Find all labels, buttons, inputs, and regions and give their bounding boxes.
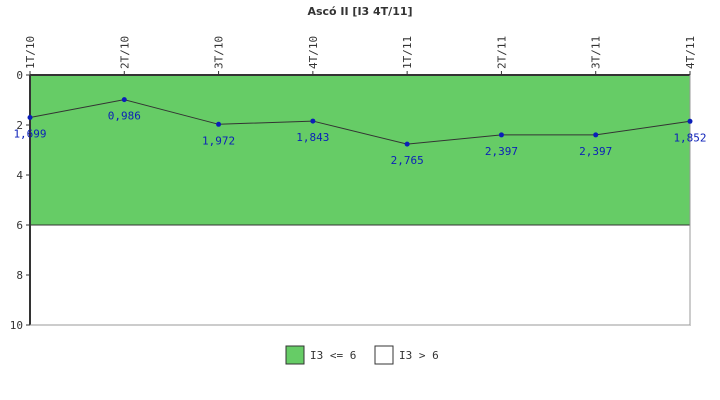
- data-label: 2,397: [485, 145, 518, 158]
- data-label: 1,972: [202, 134, 235, 147]
- data-label: 1,852: [673, 131, 706, 144]
- data-point: [404, 141, 410, 147]
- x-tick-labels: 1T/10 2T/10 3T/10 4T/10 1T/11 2T/11 3T/11 4T/11: [24, 36, 697, 75]
- x-tick-label: 4T/11: [684, 36, 697, 69]
- x-tick-label: 3T/10: [213, 36, 226, 69]
- data-label: 1,699: [13, 127, 46, 140]
- y-tick-label: 4: [16, 169, 23, 182]
- data-point: [27, 114, 33, 120]
- y-tick-label: 2: [16, 119, 23, 132]
- series-line: [27, 97, 693, 147]
- data-point: [498, 132, 504, 138]
- legend-item-0: I3 <= 6: [285, 345, 356, 365]
- x-tick-label: 1T/10: [24, 36, 37, 69]
- series-line-path: [29, 99, 691, 145]
- band-0: [29, 74, 691, 226]
- data-point: [121, 97, 127, 103]
- y-tick-label: 0: [16, 69, 23, 82]
- data-point: [310, 118, 316, 124]
- data-label: 0,986: [108, 110, 141, 123]
- band-1: [29, 224, 691, 326]
- y-tick-label: 10: [10, 319, 23, 332]
- data-point: [687, 118, 693, 124]
- x-tick-label: 2T/11: [495, 36, 508, 69]
- x-tick-label: 3T/11: [590, 36, 603, 69]
- chart-title: Ascó II [I3 4T/11]: [307, 5, 412, 18]
- legend-item-1: I3 > 6: [374, 345, 439, 365]
- y-tick-label: 8: [16, 269, 23, 282]
- data-point: [216, 121, 222, 127]
- x-tick-label: 1T/11: [401, 36, 414, 69]
- legend-swatch: [285, 345, 305, 365]
- legend: I3 <= 6 I3 > 6: [285, 345, 439, 365]
- legend-swatch: [374, 345, 394, 365]
- x-tick-label: 4T/10: [307, 36, 320, 69]
- legend-label: I3 <= 6: [310, 349, 356, 362]
- data-label: 2,397: [579, 145, 612, 158]
- data-labels: 1,699 0,986 1,972 1,843 2,765 2,397 2,397 1,852: [13, 110, 706, 167]
- data-label: 1,843: [296, 131, 329, 144]
- x-tick-label: 2T/10: [118, 36, 131, 69]
- y-tick-label: 6: [16, 219, 23, 232]
- legend-label: I3 > 6: [399, 349, 439, 362]
- data-point: [593, 132, 599, 138]
- y-tick-labels: 0 2 4 6 8 10: [10, 69, 30, 332]
- data-label: 2,765: [391, 154, 424, 167]
- threshold-bands: [29, 74, 691, 326]
